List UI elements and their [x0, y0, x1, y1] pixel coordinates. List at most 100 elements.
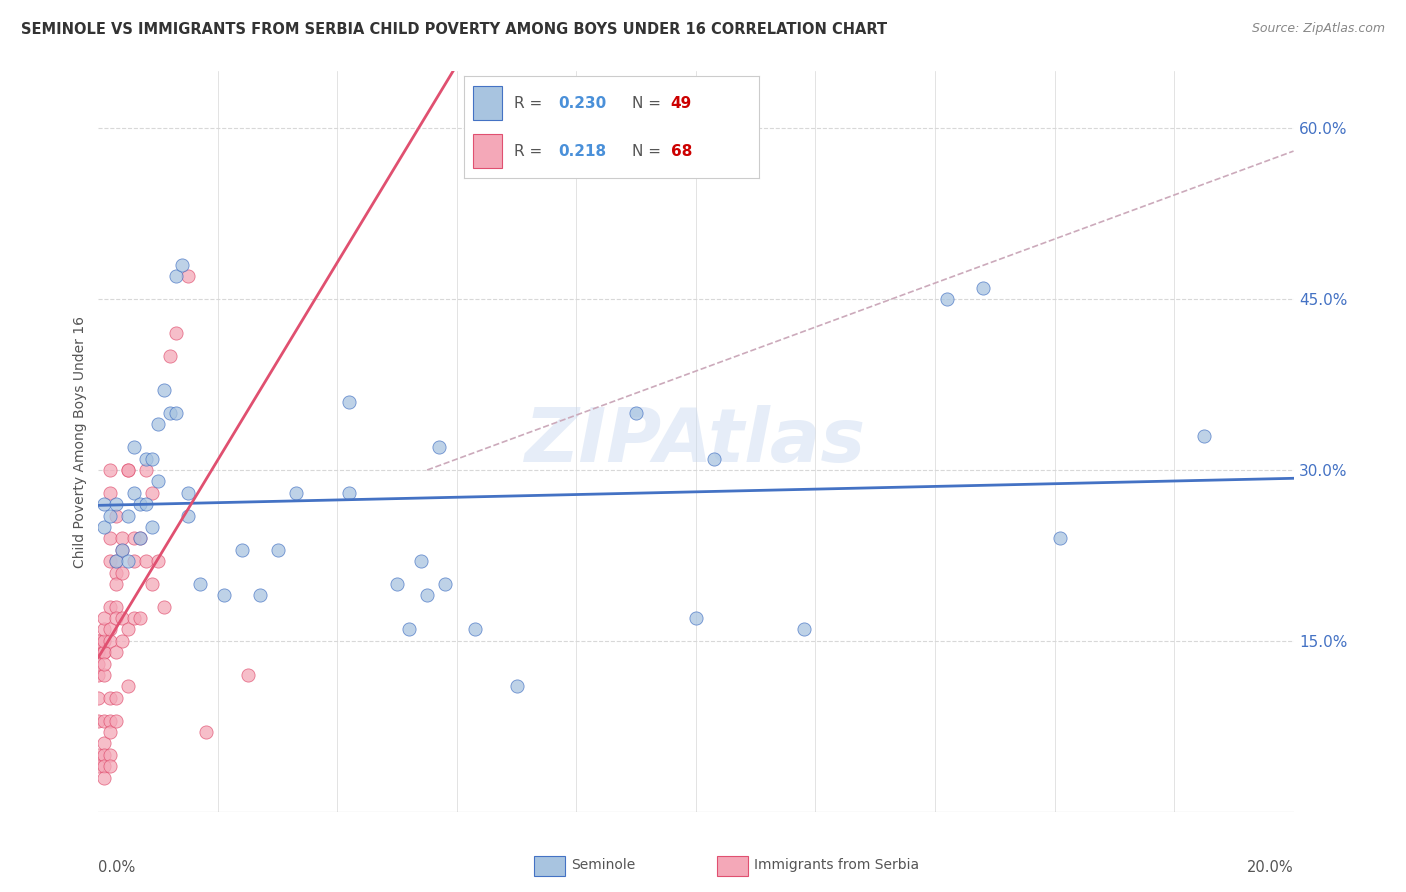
Point [284, 485, 307, 500]
Point [236, 668, 259, 682]
Text: 0.218: 0.218 [558, 144, 606, 159]
Point [87, 714, 110, 728]
Point [165, 326, 187, 341]
Point [93, 645, 115, 659]
Point [98, 485, 122, 500]
Point [98, 623, 122, 637]
Point [135, 497, 157, 511]
Point [98, 554, 122, 568]
Point [117, 463, 139, 477]
Point [129, 532, 152, 546]
Point [93, 759, 115, 773]
Point [117, 508, 139, 523]
Point [129, 497, 152, 511]
Y-axis label: Child Poverty Among Boys Under 16: Child Poverty Among Boys Under 16 [73, 316, 87, 567]
Point [172, 258, 194, 272]
Point [135, 554, 157, 568]
Text: ZIPAtlas: ZIPAtlas [526, 405, 866, 478]
Point [141, 485, 163, 500]
Text: N =: N = [633, 95, 661, 111]
Point [105, 599, 128, 614]
Point [98, 463, 122, 477]
Point [159, 406, 181, 420]
Point [416, 588, 439, 602]
Point [105, 497, 128, 511]
Point [1192, 429, 1215, 443]
Point [124, 611, 146, 625]
Point [87, 668, 110, 682]
Point [93, 633, 115, 648]
Point [98, 690, 122, 705]
Point [398, 623, 420, 637]
Point [148, 417, 170, 432]
Bar [472, 135, 502, 168]
Point [87, 633, 110, 648]
Point [141, 520, 163, 534]
Point [339, 485, 361, 500]
Point [87, 645, 110, 659]
Point [87, 747, 110, 762]
Text: SEMINOLE VS IMMIGRANTS FROM SERBIA CHILD POVERTY AMONG BOYS UNDER 16 CORRELATION: SEMINOLE VS IMMIGRANTS FROM SERBIA CHILD… [21, 22, 887, 37]
Text: N =: N = [633, 144, 661, 159]
Point [153, 384, 176, 398]
Point [464, 623, 486, 637]
Point [93, 657, 115, 671]
Point [135, 451, 157, 466]
Point [87, 690, 110, 705]
Point [385, 577, 409, 591]
Point [427, 440, 450, 454]
Point [411, 554, 433, 568]
Point [93, 497, 115, 511]
Point [98, 747, 122, 762]
Point [1049, 532, 1071, 546]
Point [93, 623, 115, 637]
Point [93, 645, 115, 659]
Point [141, 577, 163, 591]
Text: 68: 68 [671, 144, 692, 159]
Point [159, 349, 181, 363]
Point [105, 577, 128, 591]
Point [98, 725, 122, 739]
Point [148, 475, 170, 489]
Point [98, 532, 122, 546]
Point [141, 451, 163, 466]
Point [117, 554, 139, 568]
Point [506, 680, 529, 694]
Point [105, 554, 128, 568]
Point [87, 657, 110, 671]
Point [98, 508, 122, 523]
Point [87, 645, 110, 659]
Point [685, 611, 707, 625]
Point [165, 406, 187, 420]
Text: R =: R = [515, 144, 543, 159]
Point [111, 542, 134, 557]
Bar [472, 87, 502, 120]
Point [177, 269, 200, 284]
Point [703, 451, 725, 466]
Point [87, 633, 110, 648]
Point [177, 485, 200, 500]
Text: 20.0%: 20.0% [1247, 860, 1294, 875]
Point [111, 566, 134, 580]
Point [135, 463, 157, 477]
Point [165, 269, 187, 284]
Text: Immigrants from Serbia: Immigrants from Serbia [754, 858, 918, 872]
Point [249, 588, 271, 602]
Point [129, 532, 152, 546]
Point [195, 725, 218, 739]
Point [111, 532, 134, 546]
Point [105, 645, 128, 659]
Point [117, 623, 139, 637]
Point [105, 690, 128, 705]
Point [231, 542, 253, 557]
Point [117, 680, 139, 694]
Point [267, 542, 290, 557]
Point [339, 394, 361, 409]
Point [93, 714, 115, 728]
Point [111, 611, 134, 625]
Point [111, 542, 134, 557]
Point [124, 554, 146, 568]
Point [148, 554, 170, 568]
Point [177, 508, 200, 523]
Point [105, 714, 128, 728]
